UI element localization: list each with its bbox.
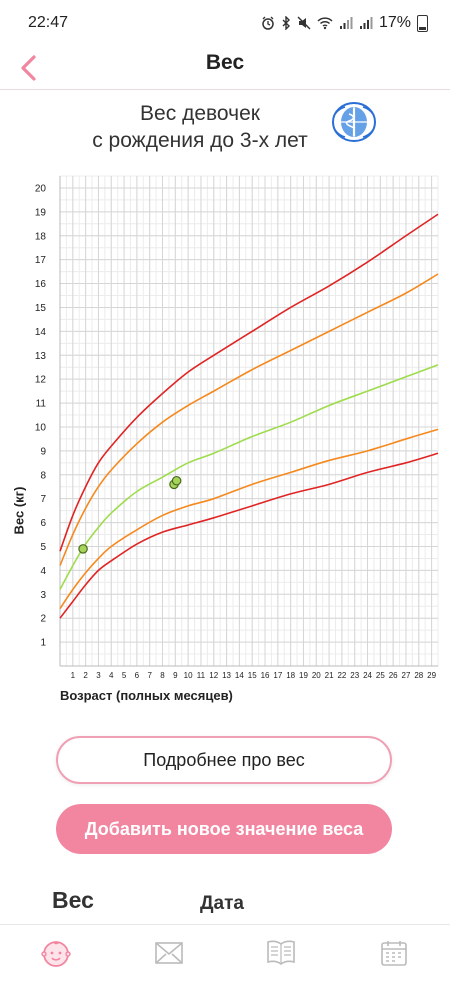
x-tick-label: 22	[337, 671, 346, 680]
envelope-icon	[154, 942, 183, 964]
x-tick-label: 18	[286, 671, 295, 680]
x-tick-label: 9	[173, 671, 178, 680]
x-tick-label: 29	[427, 671, 436, 680]
y-tick-label: 17	[35, 255, 47, 266]
battery-icon	[417, 14, 428, 32]
chart-title: Вес девочек с рождения до 3-х лет	[50, 100, 350, 154]
x-tick-label: 26	[389, 671, 398, 680]
x-tick-label: 13	[222, 671, 231, 680]
y-tick-label: 11	[36, 399, 47, 410]
y-tick-label: 7	[40, 494, 46, 505]
chart-title-line1: Вес девочек	[140, 102, 260, 125]
x-tick-label: 19	[299, 671, 308, 680]
x-tick-label: 6	[135, 671, 140, 680]
y-tick-label: 13	[35, 351, 47, 362]
calendar-icon	[380, 941, 407, 966]
status-bar: 22:47 17%	[0, 0, 450, 46]
x-tick-label: 27	[402, 671, 411, 680]
percentile-line-4	[59, 428, 439, 610]
nav-baby[interactable]	[26, 928, 86, 978]
chevron-left-icon	[21, 55, 36, 81]
weight-point-3	[171, 475, 182, 486]
x-tick-label: 8	[160, 671, 165, 680]
y-tick-label: 15	[35, 303, 47, 314]
y-tick-label: 2	[40, 614, 46, 625]
mute-icon	[297, 16, 311, 30]
x-tick-label: 25	[376, 671, 385, 680]
x-tick-label: 23	[350, 671, 359, 680]
status-time: 22:47	[28, 14, 69, 31]
nav-messages[interactable]	[139, 928, 199, 978]
x-tick-label: 7	[147, 671, 152, 680]
nav-calendar[interactable]	[364, 928, 424, 978]
column-weight: Вес	[52, 887, 94, 913]
y-tick-label: 16	[35, 279, 47, 290]
x-tick-label: 14	[235, 671, 244, 680]
x-tick-label: 5	[122, 671, 127, 680]
y-tick-label: 19	[35, 207, 47, 218]
page-title: Вес	[205, 51, 245, 74]
y-tick-label: 18	[35, 231, 47, 242]
more-about-weight-button[interactable]: Подробнее про вес	[56, 736, 392, 784]
x-tick-label: 15	[248, 671, 257, 680]
battery-percent: 17%	[378, 14, 411, 31]
nav-articles[interactable]	[251, 928, 311, 978]
percentile-line-3	[59, 364, 439, 590]
x-tick-label: 11	[197, 671, 206, 680]
y-tick-label: 5	[40, 542, 46, 553]
x-tick-label: 1	[71, 671, 76, 680]
percentile-line-2	[59, 273, 439, 566]
signal-icon-2	[359, 17, 373, 29]
bottom-nav	[0, 924, 450, 981]
x-tick-label: 10	[184, 671, 193, 680]
y-tick-label: 14	[35, 327, 47, 338]
bluetooth-icon	[282, 16, 290, 30]
y-tick-label: 4	[40, 566, 46, 577]
status-icons: 17%	[261, 14, 428, 32]
signal-icon	[339, 17, 353, 29]
x-tick-label: 16	[261, 671, 270, 680]
x-tick-label: 24	[363, 671, 372, 680]
y-tick-label: 8	[40, 470, 46, 481]
weight-point-1	[78, 544, 88, 554]
percentile-line-5	[59, 452, 439, 619]
y-tick-label: 10	[35, 422, 47, 433]
y-tick-label: 20	[35, 183, 47, 194]
back-button[interactable]	[10, 50, 46, 86]
x-tick-label: 3	[96, 671, 101, 680]
y-tick-label: 12	[35, 375, 47, 386]
add-weight-button[interactable]: Добавить новое значение веса	[56, 804, 392, 854]
book-icon	[267, 940, 296, 965]
y-tick-label: 9	[40, 446, 46, 457]
x-tick-label: 20	[312, 671, 321, 680]
y-tick-label: 6	[40, 518, 46, 529]
who-logo-icon	[332, 102, 376, 142]
app-header: Вес	[0, 46, 450, 90]
x-tick-label: 17	[273, 671, 282, 680]
x-tick-label: 4	[109, 671, 114, 680]
y-tick-label: 1	[40, 638, 46, 649]
y-tick-label: 3	[40, 590, 46, 601]
wifi-icon	[317, 17, 333, 30]
baby-face-icon	[41, 941, 71, 967]
x-tick-label: 28	[414, 671, 423, 680]
column-date: Дата	[200, 893, 244, 914]
x-tick-label: 2	[83, 671, 88, 680]
percentile-line-1	[59, 213, 439, 552]
alarm-icon	[262, 16, 274, 30]
x-tick-label: 21	[325, 671, 334, 680]
x-tick-label: 12	[209, 671, 218, 680]
table-header: Вес Дата	[0, 885, 450, 923]
y-axis-label: Вес (кг)	[11, 486, 27, 534]
chart-title-line2: с рождения до 3-х лет	[92, 129, 308, 152]
x-axis-label: Возраст (полных месяцев)	[60, 688, 233, 703]
